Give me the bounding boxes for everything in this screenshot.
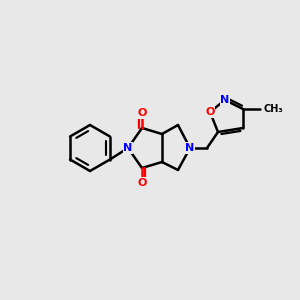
Text: O: O: [137, 178, 147, 188]
Text: N: N: [220, 95, 230, 105]
Text: N: N: [185, 143, 195, 153]
Text: N: N: [123, 143, 133, 153]
Text: O: O: [205, 107, 215, 117]
Text: CH₃: CH₃: [264, 104, 284, 114]
Text: O: O: [137, 108, 147, 118]
